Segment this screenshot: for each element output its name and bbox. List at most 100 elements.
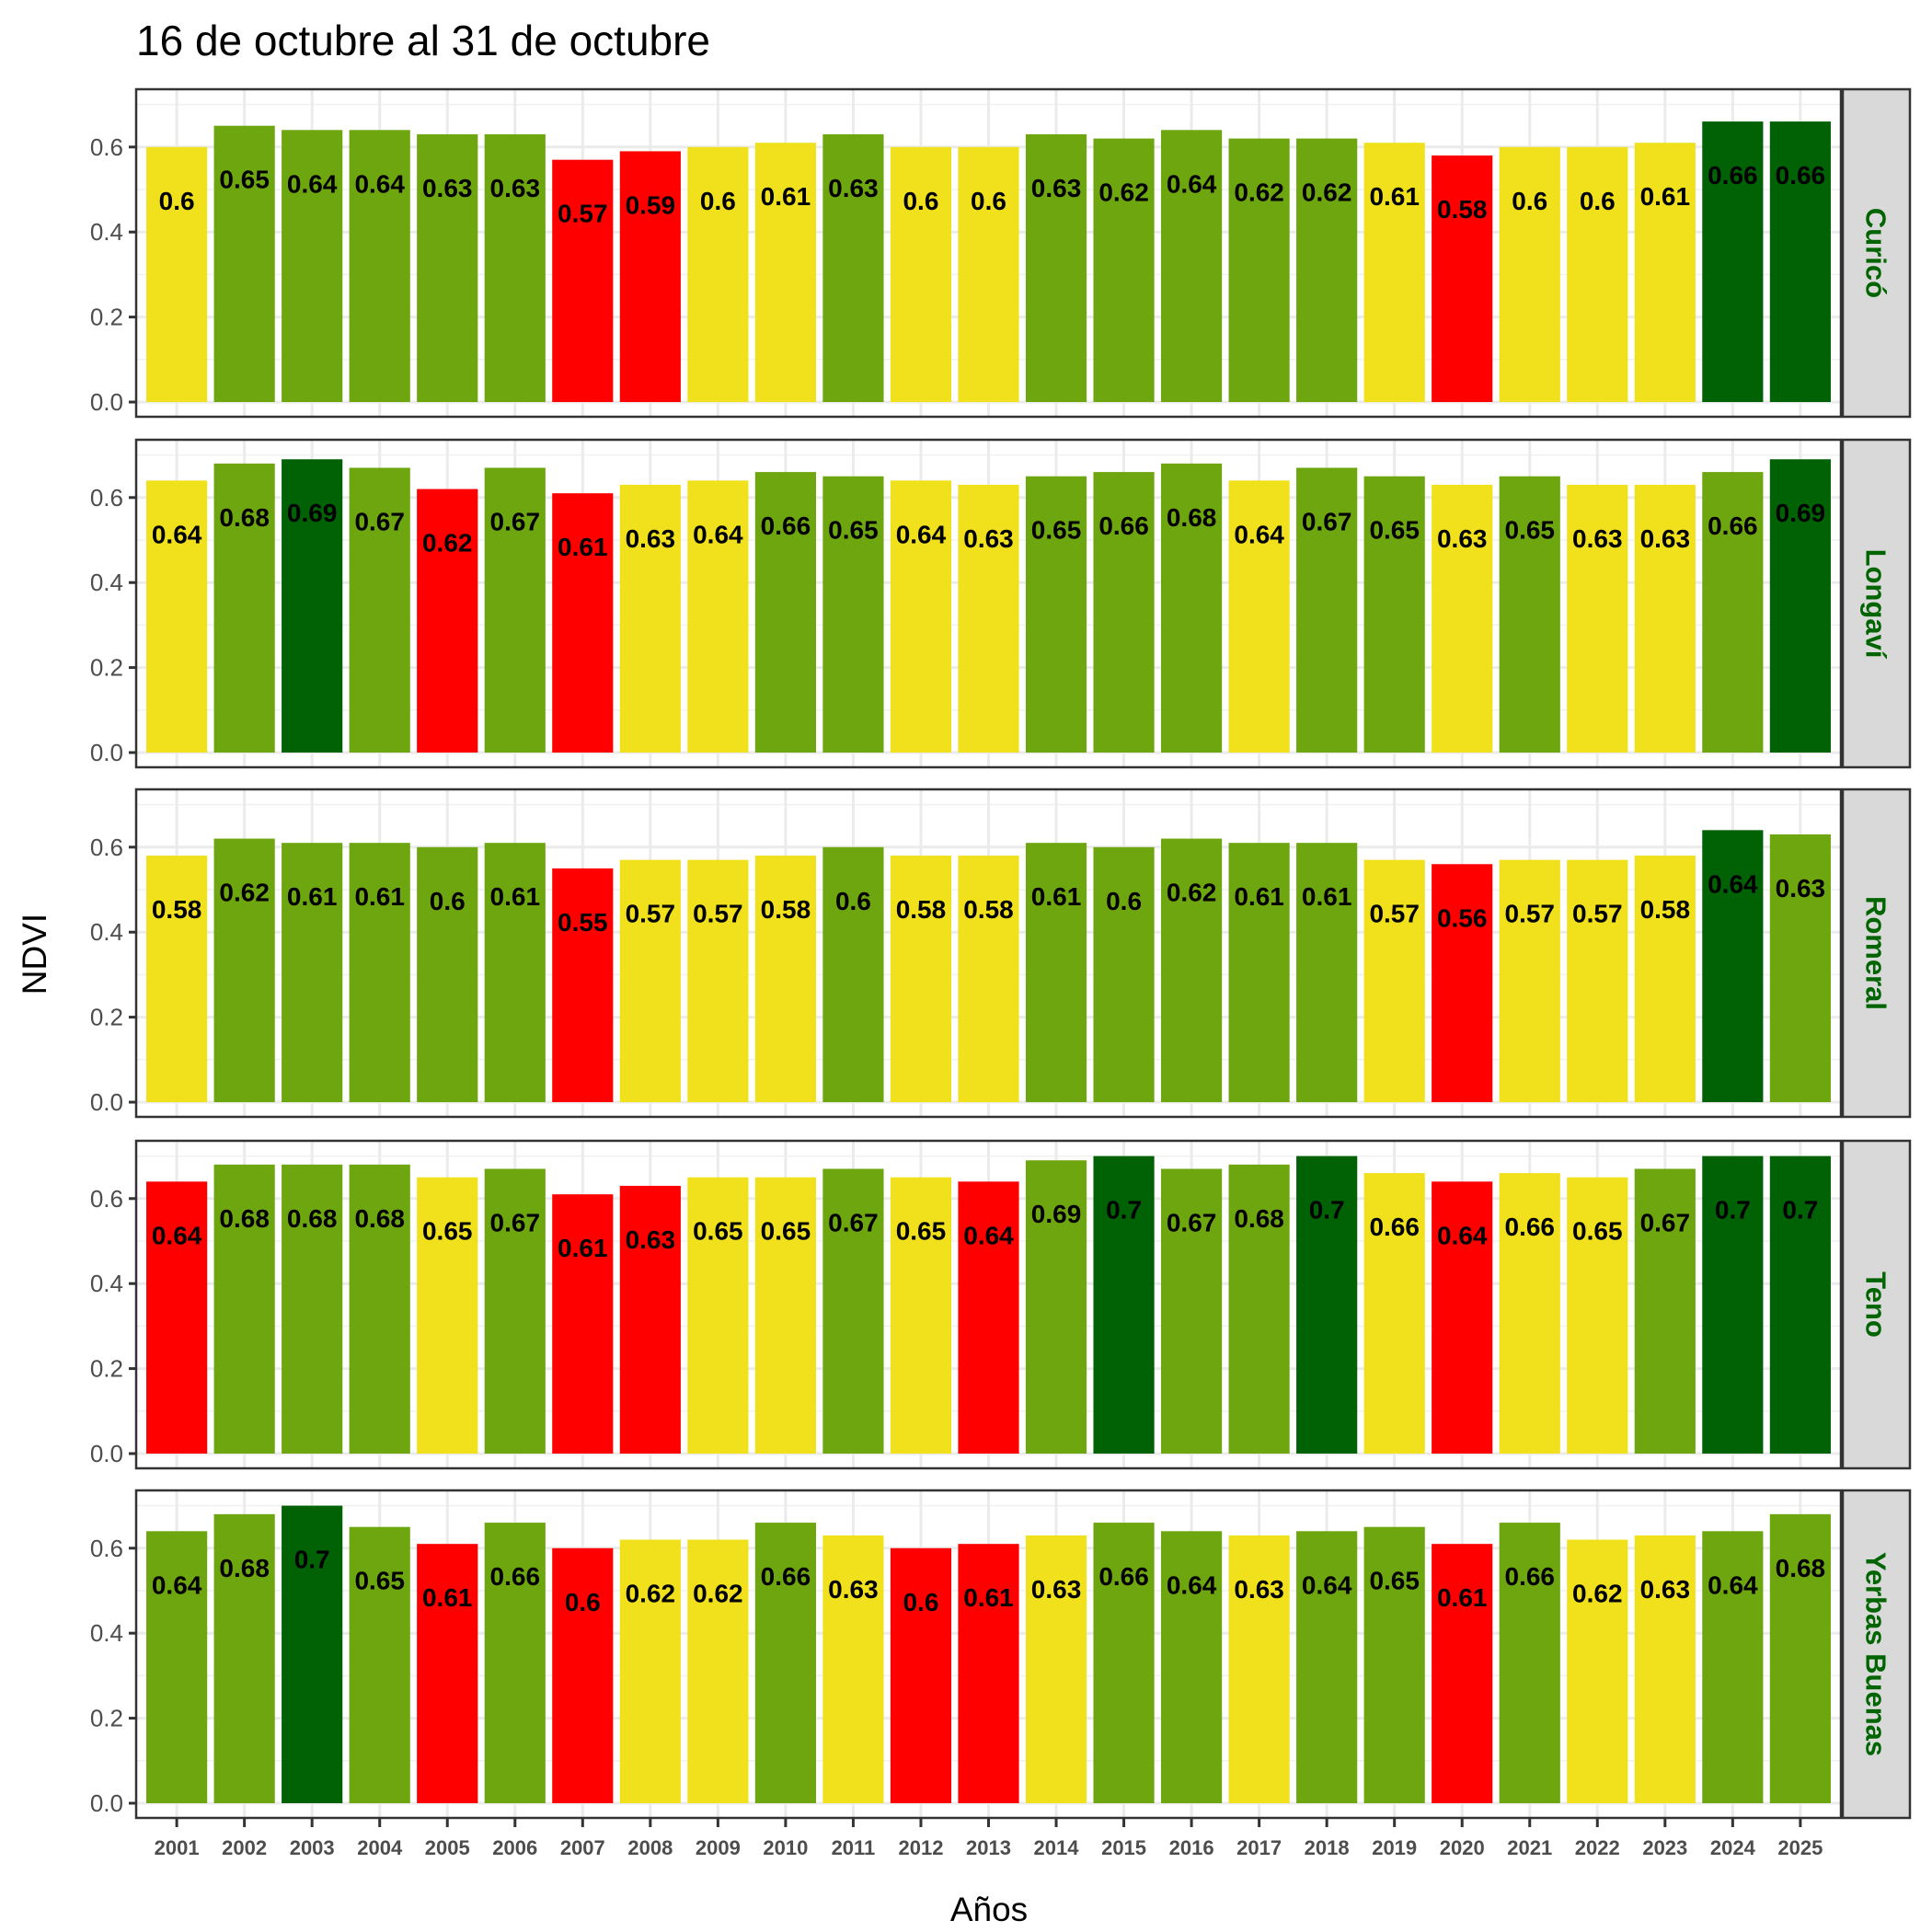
- bar-2004: [349, 1526, 410, 1803]
- value-label: 0.64: [1302, 1570, 1352, 1599]
- value-label: 0.59: [626, 190, 676, 219]
- value-label: 0.64: [896, 520, 947, 548]
- value-label: 0.63: [1640, 1575, 1691, 1604]
- bar-2024: [1702, 1531, 1764, 1803]
- value-label: 0.57: [558, 200, 608, 228]
- x-tick-label: 2003: [290, 1836, 335, 1859]
- value-label: 0.58: [1640, 895, 1691, 924]
- value-label: 0.67: [490, 1208, 541, 1236]
- bar-2005: [417, 1177, 478, 1454]
- bar-2008: [619, 151, 681, 403]
- bar-2018: [1296, 138, 1358, 402]
- panel-yerbas-buenas: 0.64 0.68 0.7 0.65 0.61 0.66 0.6 0.62 0.62 0.66 0.…: [90, 1489, 1912, 1820]
- bar-2013: [958, 1544, 1019, 1803]
- bar-2023: [1634, 1168, 1696, 1454]
- x-tick-label: 2023: [1642, 1836, 1687, 1859]
- bar-2007: [552, 868, 614, 1102]
- bar-2002: [213, 463, 275, 753]
- value-label: 0.61: [1640, 182, 1691, 211]
- value-label: 0.63: [1572, 524, 1623, 553]
- bar-2025: [1769, 1156, 1831, 1454]
- panel-border: [134, 438, 1843, 769]
- bar-2023: [1634, 484, 1696, 753]
- bar-2016: [1161, 1168, 1223, 1454]
- value-label: 0.7: [294, 1546, 330, 1574]
- value-label: 0.7: [1782, 1196, 1818, 1225]
- value-label: 0.61: [490, 882, 541, 911]
- value-label: 0.7: [1715, 1196, 1751, 1225]
- bar-2012: [890, 856, 952, 1102]
- bar-2015: [1093, 1523, 1155, 1803]
- value-label: 0.61: [1437, 1583, 1488, 1612]
- bar-2020: [1432, 155, 1493, 403]
- value-label: 0.6: [430, 887, 466, 915]
- x-tick-label: 2014: [1034, 1836, 1080, 1859]
- bar-2011: [822, 133, 884, 402]
- value-label: 0.63: [422, 174, 473, 202]
- value-label: 0.56: [1437, 903, 1488, 932]
- value-label: 0.61: [1234, 882, 1284, 911]
- bar-2019: [1363, 859, 1425, 1102]
- value-label: 0.6: [700, 187, 736, 215]
- bar-2006: [484, 1168, 546, 1454]
- bar-2024: [1702, 472, 1764, 753]
- bar-2008: [619, 1185, 681, 1454]
- bar-2006: [484, 1523, 546, 1803]
- value-label: 0.61: [1302, 882, 1352, 911]
- x-tick-label: 2005: [425, 1836, 470, 1859]
- bar-2023: [1634, 143, 1696, 402]
- y-tick-label: 0.4: [90, 1619, 123, 1647]
- bar-2012: [890, 1177, 952, 1454]
- bar-2004: [349, 1164, 410, 1454]
- bar-2009: [687, 146, 749, 403]
- panel-romeral: 0.58 0.62 0.61 0.61 0.6 0.61 0.55 0.57 0.57 0.58 0…: [90, 788, 1912, 1119]
- bar-2011: [822, 476, 884, 753]
- panel-longavi: 0.64 0.68 0.69 0.67 0.62 0.67 0.61 0.63 0.64 0.66…: [90, 438, 1912, 769]
- value-label: 0.67: [1167, 1208, 1217, 1236]
- y-tick-label: 0.6: [90, 1535, 123, 1562]
- value-label: 0.64: [693, 520, 743, 548]
- value-label: 0.62: [1167, 879, 1217, 907]
- bar-2013: [958, 484, 1019, 753]
- facet-strip: [1841, 87, 1912, 419]
- bar-2018: [1296, 467, 1358, 753]
- bar-2020: [1432, 484, 1493, 753]
- bar-2015: [1093, 138, 1155, 402]
- x-tick-label: 2024: [1710, 1836, 1756, 1859]
- y-tick-label: 0.6: [90, 834, 123, 861]
- x-tick-label: 2008: [627, 1836, 673, 1859]
- value-label: 0.58: [1437, 195, 1488, 224]
- bar-2001: [146, 1531, 208, 1803]
- x-tick-label: 2002: [222, 1836, 267, 1859]
- bar-2022: [1567, 1539, 1628, 1803]
- x-tick-label: 2001: [155, 1836, 200, 1859]
- value-label: 0.64: [1708, 869, 1758, 898]
- value-label: 0.6: [971, 187, 1006, 215]
- value-label: 0.61: [422, 1583, 473, 1612]
- value-label: 0.61: [761, 182, 811, 211]
- bar-2014: [1025, 133, 1087, 402]
- value-label: 0.66: [1776, 161, 1826, 190]
- bar-2016: [1161, 1531, 1223, 1803]
- value-label: 0.66: [761, 1562, 811, 1591]
- y-axis-title: NDVI: [16, 914, 53, 995]
- value-label: 0.66: [1505, 1213, 1556, 1241]
- bar-2022: [1567, 146, 1628, 403]
- value-label: 0.66: [761, 512, 811, 540]
- value-label: 0.66: [1708, 161, 1758, 190]
- value-label: 0.65: [693, 1217, 743, 1246]
- bar-2009: [687, 1539, 749, 1803]
- bar-2017: [1228, 1535, 1290, 1803]
- value-label: 0.63: [963, 524, 1014, 553]
- value-label: 0.67: [490, 507, 541, 535]
- panel-border: [134, 87, 1843, 419]
- y-tick-label: 0.4: [90, 569, 123, 596]
- y-tick-label: 0.6: [90, 1185, 123, 1213]
- value-label: 0.6: [159, 187, 195, 215]
- value-label: 0.67: [1302, 507, 1352, 535]
- value-label: 0.64: [1167, 1570, 1217, 1599]
- y-tick-label: 0.2: [90, 654, 123, 682]
- facet-strip-label: Romeral: [1860, 896, 1892, 1010]
- x-tick-label: 2013: [966, 1836, 1011, 1859]
